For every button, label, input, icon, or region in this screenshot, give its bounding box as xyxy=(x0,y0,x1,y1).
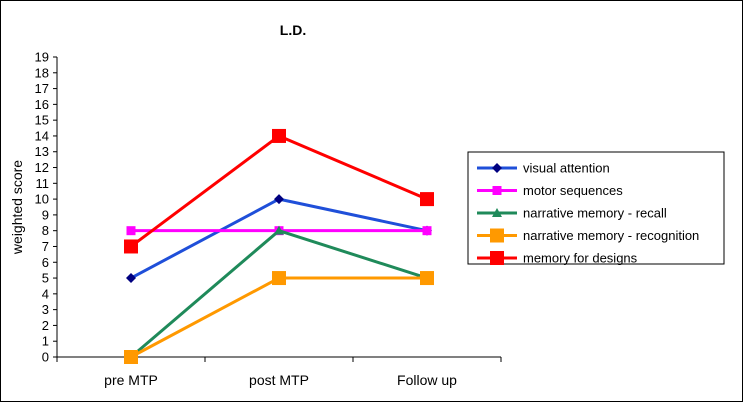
chart-title: L.D. xyxy=(280,22,306,38)
series-group xyxy=(124,128,434,364)
data-point xyxy=(420,192,434,207)
series-line xyxy=(130,229,428,359)
series-line xyxy=(130,197,428,280)
y-tick-label: 13 xyxy=(35,144,49,159)
data-point xyxy=(490,251,504,265)
legend-item: visual attention xyxy=(477,161,610,176)
data-point xyxy=(126,226,136,236)
y-tick-label: 0 xyxy=(42,350,49,365)
y-tick-label: 11 xyxy=(36,176,50,191)
y-tick-label: 8 xyxy=(42,223,49,238)
data-point xyxy=(126,273,136,284)
legend-item: motor sequences xyxy=(477,183,623,198)
data-point xyxy=(272,271,286,286)
y-tick-label: 5 xyxy=(42,271,49,286)
data-point xyxy=(274,225,284,235)
y-tick-label: 15 xyxy=(35,113,49,128)
data-point xyxy=(422,226,432,236)
legend-box xyxy=(467,151,725,265)
data-point xyxy=(124,350,138,364)
y-tick-label: 7 xyxy=(42,239,49,254)
y-tick-label: 19 xyxy=(35,50,49,65)
legend-item: narrative memory - recognition xyxy=(477,228,699,243)
y-tick-label: 3 xyxy=(42,302,49,317)
legend-item: memory for designs xyxy=(477,251,638,266)
x-tick-label: Follow up xyxy=(397,372,457,388)
legend-label: narrative memory - recall xyxy=(523,206,667,221)
data-point xyxy=(274,194,284,205)
legend-label: motor sequences xyxy=(523,183,623,198)
series-narrative-memory-recall xyxy=(126,225,432,361)
y-tick-label: 14 xyxy=(35,128,49,143)
axes xyxy=(53,56,502,362)
legend-item: narrative memory - recall xyxy=(477,206,667,221)
data-point xyxy=(272,128,286,143)
x-tick-label: post MTP xyxy=(249,372,309,388)
x-tick-labels: pre MTP post MTP Follow up xyxy=(104,372,457,388)
legend-label: memory for designs xyxy=(523,251,638,266)
data-point xyxy=(492,208,502,217)
legend-label: narrative memory - recognition xyxy=(523,228,699,243)
series-narrative-memory-recognition xyxy=(124,271,434,364)
series-visual-attention xyxy=(126,194,432,284)
data-point xyxy=(420,271,434,286)
legend: visual attention motor sequences narrative… xyxy=(467,151,725,266)
x-tick-label: pre MTP xyxy=(104,372,158,388)
y-tick-label: 4 xyxy=(42,286,49,301)
y-tick-label: 17 xyxy=(35,81,49,96)
data-point xyxy=(124,239,138,254)
legend-label: visual attention xyxy=(523,161,610,176)
data-point xyxy=(492,186,502,195)
y-tick-label: 10 xyxy=(35,192,49,207)
y-tick-label: 6 xyxy=(42,255,49,270)
y-tick-label: 1 xyxy=(42,334,49,349)
y-tick-label: 16 xyxy=(35,97,49,112)
y-tick-label: 12 xyxy=(35,160,49,175)
y-tick-label: 9 xyxy=(42,207,49,222)
series-memory-for-designs xyxy=(124,128,434,254)
y-axis-label: weighted score xyxy=(9,160,25,255)
y-tick-label: 18 xyxy=(35,65,49,80)
data-point xyxy=(492,163,502,173)
data-point xyxy=(490,228,504,243)
y-tick-label: 2 xyxy=(42,318,49,333)
